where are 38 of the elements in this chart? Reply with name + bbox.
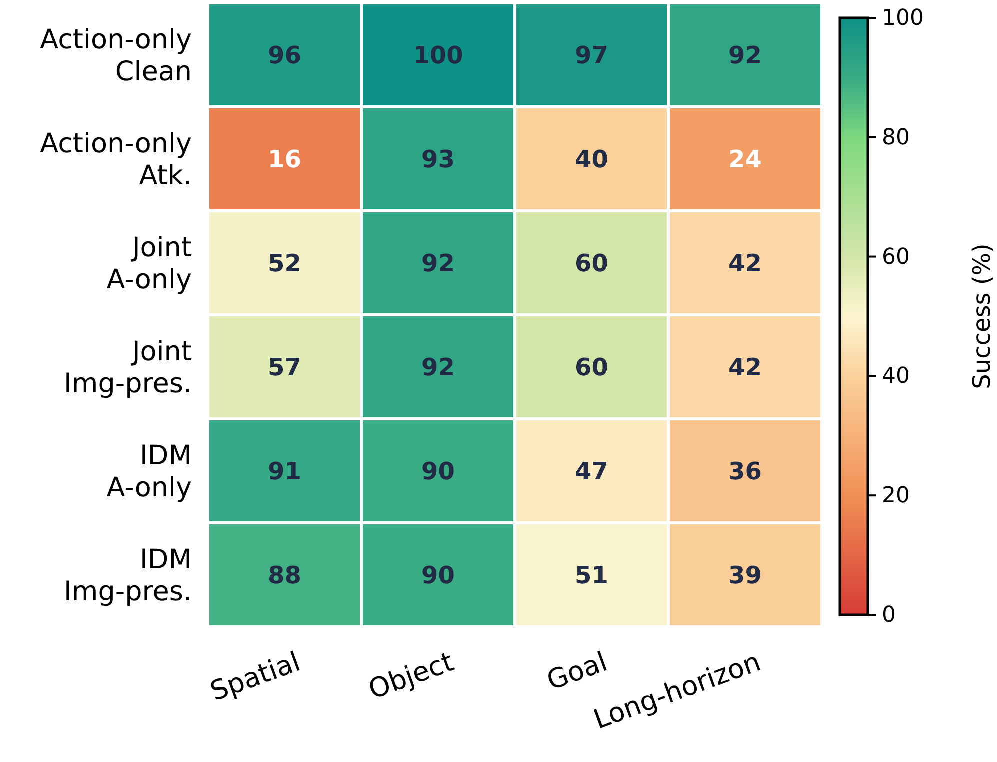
data-label: 24: [728, 145, 762, 174]
y-tick-label: Joint A-only: [106, 232, 192, 296]
color-bar-label: 20: [882, 484, 910, 509]
y-tick-label: Action-only Clean: [40, 24, 192, 88]
data-label: 92: [422, 249, 455, 278]
color-bar-label: 80: [882, 125, 910, 150]
data-label: 60: [575, 353, 608, 382]
color-bar-label: 100: [882, 6, 924, 32]
x-tick-label: Object: [364, 646, 458, 706]
data-label: 47: [575, 457, 608, 486]
y-tick-label: Action-only Atk.: [40, 128, 192, 192]
color-bar-label: 60: [882, 244, 910, 270]
data-label: 42: [728, 249, 762, 278]
data-label: 51: [575, 561, 608, 590]
color-bar-title: Success (%): [968, 244, 996, 390]
data-label: 100: [413, 41, 464, 70]
data-label: 90: [422, 561, 455, 590]
data-label: 92: [422, 353, 455, 382]
data-label: 93: [422, 145, 455, 174]
data-label: 16: [268, 145, 302, 174]
y-tick-label: IDM A-only: [106, 440, 192, 504]
data-label: 97: [575, 41, 608, 70]
data-label: 96: [268, 41, 302, 70]
data-label: 39: [728, 561, 762, 590]
data-label: 60: [575, 249, 608, 278]
data-label: 90: [422, 457, 455, 486]
y-tick-label: IDM Img-pres.: [64, 544, 192, 608]
data-label: 92: [728, 41, 762, 70]
data-label: 57: [268, 353, 302, 382]
data-label: 40: [575, 145, 608, 174]
data-label: 91: [268, 457, 302, 486]
data-label: 88: [268, 561, 302, 590]
y-tick-label: Joint Img-pres.: [64, 336, 192, 400]
data-label: 36: [728, 457, 762, 486]
data-label: 52: [268, 249, 302, 278]
color-bar-label: 0: [882, 603, 896, 628]
color-bar-label: 40: [882, 364, 910, 390]
data-label: 42: [728, 353, 762, 382]
